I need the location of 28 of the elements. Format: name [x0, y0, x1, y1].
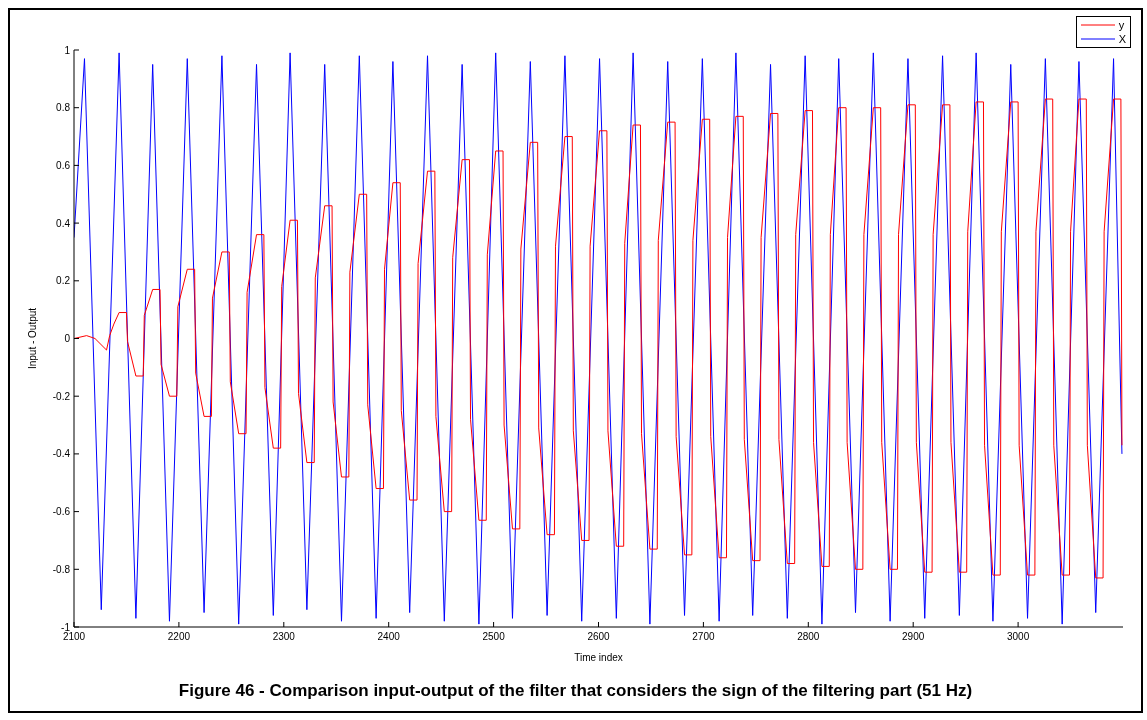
x-tick-label: 3000 — [1006, 631, 1030, 643]
y-tick-label: 0.2 — [56, 275, 71, 287]
x-tick-label: 2800 — [797, 631, 820, 643]
line-series — [74, 52, 1123, 625]
y-tick-label: 0 — [64, 333, 71, 345]
y-tick-label: -0.4 — [52, 448, 71, 460]
legend-label: X — [1118, 32, 1126, 46]
y-tick-label: 0.8 — [56, 102, 71, 114]
text: Figure 46 - Comparison input-output of the filter that considers the sign of the filtering part (51 Hz) — [177, 680, 974, 702]
x-axis-title: Time index — [574, 652, 623, 663]
y-tick-label: -0.6 — [52, 506, 71, 518]
x-tick-label: 2700 — [692, 631, 715, 643]
line-series — [74, 98, 1123, 579]
x-tick-label: 2900 — [902, 631, 925, 643]
y-tick-label: -0.8 — [52, 563, 71, 575]
x-tick-label: 2300 — [272, 631, 296, 643]
y-axis-title: Input - Output — [26, 307, 38, 370]
y-tick-label: 1 — [64, 44, 71, 56]
x-tick-label: 2200 — [167, 631, 191, 643]
x-tick-label: 2500 — [482, 631, 506, 643]
x-tick-label: 2600 — [587, 631, 611, 643]
y-tick-label: -0.2 — [52, 390, 71, 402]
legend-label: y — [1118, 18, 1125, 32]
y-tick-label: 0.6 — [56, 159, 71, 171]
y-tick-label: -1 — [61, 621, 71, 633]
y-tick-label: 0.4 — [56, 217, 71, 229]
x-tick-label: 2400 — [377, 631, 401, 643]
x-tick-label: 2100 — [62, 631, 86, 643]
